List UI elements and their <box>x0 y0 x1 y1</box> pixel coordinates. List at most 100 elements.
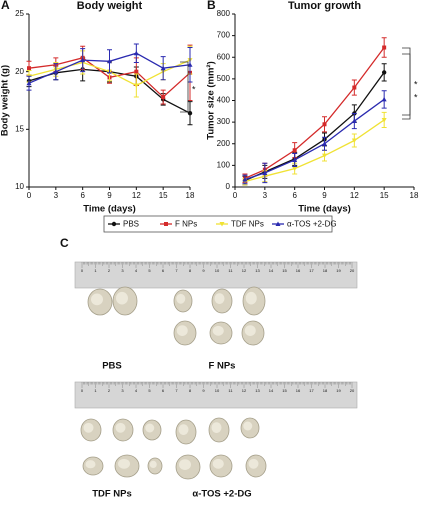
ruler-label: 8 <box>189 388 192 393</box>
ruler-label: 0 <box>81 388 84 393</box>
marker <box>133 83 139 89</box>
tumor-shade <box>212 458 224 469</box>
series-line <box>244 98 385 181</box>
marker <box>381 70 387 75</box>
y-tick-label: 200 <box>217 139 231 148</box>
significance: * <box>192 84 196 94</box>
y-tick-label: 100 <box>217 160 231 169</box>
ruler-label: 17 <box>309 268 314 273</box>
ruler-label: 10 <box>215 388 220 393</box>
ruler-label: 7 <box>175 268 178 273</box>
ruler-label: 14 <box>269 388 274 393</box>
panel-label: C <box>60 236 69 250</box>
tumor-shade <box>178 424 189 435</box>
group-label: TDF NPs <box>92 489 132 500</box>
ruler-label: 11 <box>228 268 233 273</box>
x-tick-label: 9 <box>322 191 327 200</box>
y-tick-label: 800 <box>217 9 231 18</box>
tumor-shade <box>115 422 126 433</box>
marker <box>164 222 168 226</box>
bracket <box>402 53 411 120</box>
x-tick-label: 3 <box>263 191 268 200</box>
ruler-label: 20 <box>350 388 355 393</box>
tumor-shade <box>214 293 225 304</box>
marker <box>322 141 327 146</box>
y-tick-label: 15 <box>15 124 24 133</box>
marker <box>187 110 193 116</box>
series-line <box>244 47 385 179</box>
ruler-label: 16 <box>296 268 301 273</box>
ruler-label: 4 <box>135 388 138 393</box>
y-tick-label: 10 <box>15 182 24 191</box>
x-tick-label: 0 <box>233 191 238 200</box>
x-tick-label: 0 <box>27 191 32 200</box>
ruler-label: 12 <box>242 388 247 393</box>
marker <box>242 176 248 182</box>
marker <box>381 117 387 123</box>
tumor-shade <box>211 422 222 433</box>
ruler-label: 3 <box>121 388 124 393</box>
ruler-label: 15 <box>282 268 287 273</box>
ruler-label: 15 <box>282 388 287 393</box>
tumor-shade <box>145 423 155 433</box>
ruler-label: 18 <box>323 388 328 393</box>
marker <box>134 69 139 74</box>
tumor-shade <box>248 458 259 469</box>
chart-title: Tumor growth <box>288 0 361 12</box>
ruler-label: 8 <box>189 268 192 273</box>
y-tick-label: 600 <box>217 52 231 61</box>
tumor-shade <box>83 422 94 433</box>
marker <box>111 221 117 227</box>
tumor-shade <box>116 291 128 305</box>
ruler-label: 13 <box>255 268 260 273</box>
ruler-label: 2 <box>108 268 111 273</box>
marker <box>322 153 327 159</box>
ruler-label: 18 <box>323 268 328 273</box>
ruler-label: 10 <box>215 268 220 273</box>
marker <box>160 65 166 71</box>
marker <box>292 148 297 153</box>
ruler <box>74 261 358 289</box>
legend-label: PBS <box>123 220 139 229</box>
ruler-label: 19 <box>336 388 341 393</box>
tumor-shade <box>212 325 224 336</box>
ruler-label: 5 <box>148 268 151 273</box>
group-label: PBS <box>102 361 122 372</box>
marker <box>26 80 32 86</box>
ruler-label: 1 <box>94 388 97 393</box>
marker <box>262 170 268 175</box>
tumor-shade <box>243 421 253 431</box>
marker <box>382 45 387 50</box>
ruler <box>74 381 358 409</box>
tumor-shade <box>176 325 188 336</box>
marker <box>53 69 59 74</box>
chart-title: Body weight <box>77 0 143 12</box>
ruler-label: 7 <box>175 388 178 393</box>
group-label: F NPs <box>209 361 236 372</box>
marker <box>322 122 327 127</box>
tumor-shade <box>149 460 157 468</box>
y-axis-label: Tumor size (mm²) <box>206 61 217 139</box>
y-tick-label: 20 <box>15 67 24 76</box>
y-tick-label: 25 <box>15 9 24 18</box>
ruler-label: 16 <box>296 388 301 393</box>
group-label: α-TOS +2-DG <box>192 489 251 500</box>
marker <box>133 50 139 56</box>
marker <box>292 166 298 172</box>
bracket <box>180 61 189 113</box>
ruler-label: 6 <box>162 388 165 393</box>
ruler-label: 9 <box>202 388 205 393</box>
x-axis-label: Time (days) <box>83 204 136 215</box>
legend-label: F NPs <box>175 220 197 229</box>
marker <box>381 96 387 102</box>
x-tick-label: 12 <box>350 191 359 200</box>
ruler-label: 19 <box>336 268 341 273</box>
tumor-shade <box>85 460 96 469</box>
marker <box>107 58 112 64</box>
tumor-shade <box>176 293 186 304</box>
tumor-shade <box>179 459 191 470</box>
series-line <box>244 72 385 182</box>
ruler-label: 1 <box>94 268 97 273</box>
ruler-label: 12 <box>242 268 247 273</box>
series-line <box>244 119 385 183</box>
